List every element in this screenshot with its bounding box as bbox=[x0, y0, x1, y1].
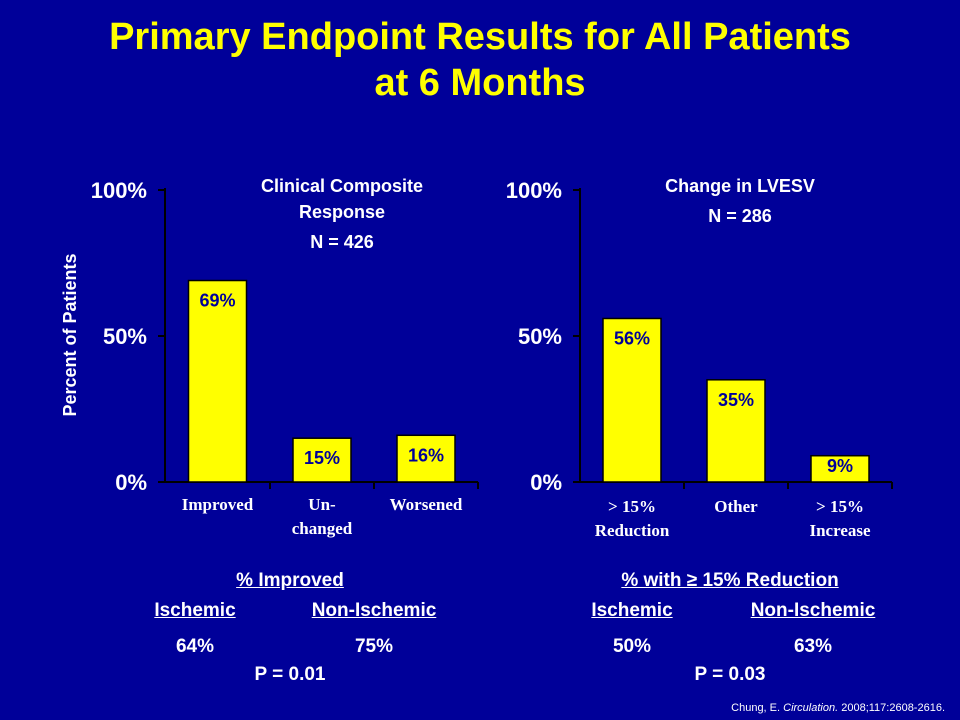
chart-1-title-line-1: Clinical Composite bbox=[261, 176, 423, 196]
citation-author: Chung, E. bbox=[731, 702, 781, 714]
chart-1-bar-value-label: 15% bbox=[304, 448, 340, 468]
chart-2-bar-value-label: 56% bbox=[614, 328, 650, 348]
chart-2-category-label: Reduction bbox=[595, 521, 670, 540]
summary-right-col2-label: Non-Ischemic bbox=[750, 600, 876, 621]
chart-1-category-label: Improved bbox=[182, 495, 254, 514]
citation-ref: 2008;117:2608-2616. bbox=[841, 702, 945, 714]
citation-journal: Circulation. bbox=[783, 702, 839, 714]
chart-1-bar bbox=[292, 437, 352, 483]
chart-2-y-tick-label: 0% bbox=[530, 470, 562, 495]
chart-1-bar-value-label: 16% bbox=[408, 445, 444, 465]
chart-1-category-label: changed bbox=[292, 519, 353, 538]
chart-1-category-label: Un- bbox=[308, 495, 336, 514]
citation: Chung, E. Circulation. 2008;117:2608-261… bbox=[731, 702, 945, 714]
chart-1-bar bbox=[396, 434, 456, 483]
slide-title-line-2: at 6 Months bbox=[374, 62, 586, 104]
summary-left-col1-label: Ischemic bbox=[154, 600, 236, 621]
chart-2-category-label: Other bbox=[714, 497, 758, 516]
chart-2-category-label: Increase bbox=[809, 521, 871, 540]
chart-1-category-label: Worsened bbox=[390, 495, 463, 514]
summary-left-heading: % Improved bbox=[236, 570, 344, 591]
chart-1-y-tick-label: 50% bbox=[103, 324, 147, 349]
chart-2-category-label: > 15% bbox=[816, 497, 864, 516]
chart-2-y-tick-label: 100% bbox=[506, 178, 562, 203]
chart-1-title-line-2: Response bbox=[299, 202, 385, 222]
summary-left-col2-label: Non-Ischemic bbox=[311, 600, 437, 621]
chart-2-bar bbox=[602, 317, 662, 483]
summary-right-p-value: P = 0.03 bbox=[694, 664, 766, 685]
summary-right-heading: % with ≥ 15% Reduction bbox=[621, 570, 839, 591]
slide-title-line-1: Primary Endpoint Results for All Patient… bbox=[109, 16, 851, 58]
chart-2-title-line-1: Change in LVESV bbox=[665, 176, 815, 196]
chart-2-category-label: > 15% bbox=[608, 497, 656, 516]
chart-1-bar bbox=[187, 279, 248, 483]
summary-right-col1-label: Ischemic bbox=[591, 600, 673, 621]
chart-1-y-tick-label: 100% bbox=[91, 178, 147, 203]
summary-left-col2-value: 75% bbox=[354, 636, 394, 657]
chart-2-title-line-2: N = 286 bbox=[708, 206, 772, 226]
summary-left-col1-value: 64% bbox=[175, 636, 215, 657]
chart-2-bar-value-label: 35% bbox=[718, 390, 754, 410]
chart-1-bar-value-label: 69% bbox=[199, 291, 235, 311]
chart-2-y-tick-label: 50% bbox=[518, 324, 562, 349]
summary-left-p-value: P = 0.01 bbox=[254, 664, 326, 685]
chart-1-y-tick-label: 0% bbox=[115, 470, 147, 495]
slide-title: Primary Endpoint Results for All Patient… bbox=[0, 14, 960, 106]
chart-2-bar bbox=[810, 454, 870, 483]
chart-1-y-axis-label: Percent of Patients bbox=[60, 253, 80, 416]
summary-right-col2-value: 63% bbox=[793, 636, 833, 657]
chart-2-bar bbox=[706, 379, 766, 483]
chart-1-title-line-3: N = 426 bbox=[310, 232, 374, 252]
summary-right-col1-value: 50% bbox=[612, 636, 652, 657]
chart-2-bar-value-label: 9% bbox=[827, 456, 853, 476]
